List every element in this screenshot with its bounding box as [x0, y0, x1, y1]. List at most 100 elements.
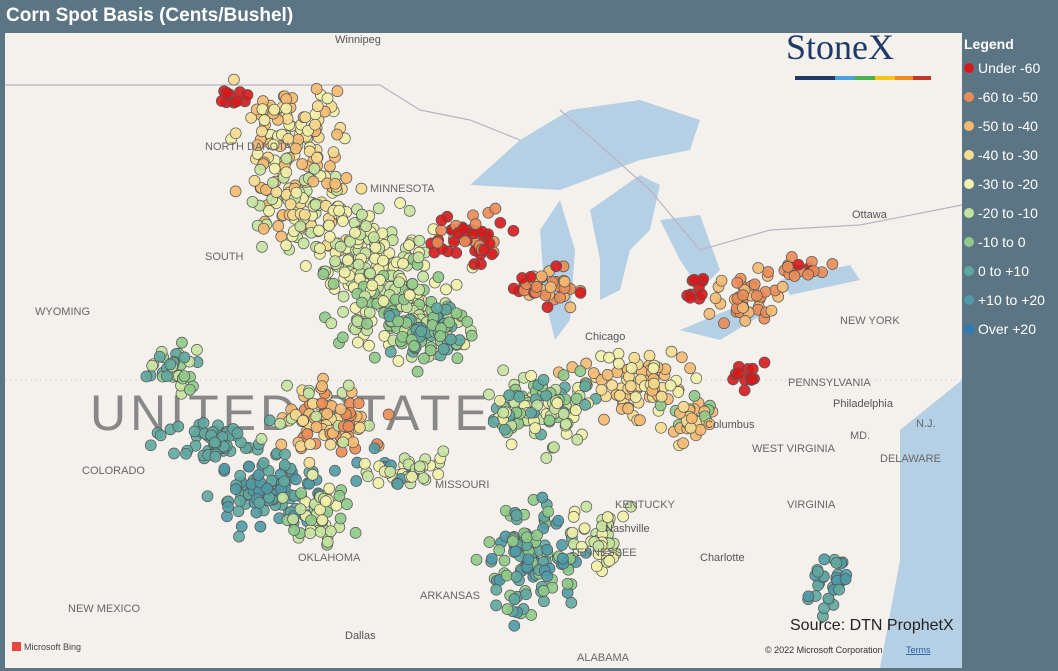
- map-dot: [525, 370, 537, 382]
- map-dot: [232, 505, 245, 518]
- map-dot: [498, 554, 511, 567]
- map-dot: [304, 527, 317, 540]
- map-dot: [234, 469, 247, 482]
- map-dot: [690, 372, 703, 385]
- map-dot: [634, 414, 646, 426]
- map-dot: [718, 317, 730, 330]
- map-dot: [451, 352, 464, 365]
- map-dot: [294, 503, 307, 515]
- map-dot: [307, 175, 320, 188]
- map-dot: [230, 95, 243, 108]
- terms-link[interactable]: Terms: [906, 645, 931, 655]
- map-dot: [564, 301, 577, 314]
- place-label: PENNSYLVANIA: [788, 377, 871, 389]
- map-dot: [497, 406, 510, 419]
- map-dot: [366, 279, 379, 292]
- place-label: Dallas: [345, 630, 376, 642]
- map-dot: [334, 512, 347, 525]
- map-dot: [234, 495, 246, 507]
- map-dot: [571, 433, 584, 446]
- map-dot: [822, 592, 835, 605]
- map-dot: [303, 456, 316, 469]
- map-dot: [478, 244, 490, 256]
- map-dot: [580, 500, 593, 513]
- map-dot: [144, 439, 157, 452]
- map-dot: [537, 374, 550, 386]
- map-dot: [349, 226, 361, 239]
- map-dot: [367, 231, 380, 244]
- map-dot: [254, 163, 267, 176]
- map-dot: [296, 158, 308, 170]
- map-dot: [280, 239, 293, 252]
- map-dot: [298, 208, 311, 221]
- legend-label: -40 to -30: [978, 147, 1038, 163]
- map-dot: [188, 425, 201, 438]
- map-dot: [301, 428, 314, 440]
- legend-swatch: [964, 237, 974, 247]
- map-dot: [282, 133, 295, 145]
- map-dot: [738, 384, 751, 397]
- map-dot: [437, 343, 450, 355]
- place-label: TENNESSEE: [570, 547, 637, 559]
- map-dot: [406, 470, 418, 483]
- map-dot: [323, 219, 335, 232]
- map-dot: [403, 239, 415, 251]
- map-dot: [560, 418, 572, 430]
- map-dot: [341, 254, 354, 267]
- map-dot: [552, 514, 565, 527]
- map-dot: [647, 362, 660, 375]
- legend-label: +10 to +20: [978, 292, 1045, 308]
- map-dot: [337, 290, 350, 303]
- map-dot: [684, 422, 697, 434]
- map-dot: [508, 593, 521, 605]
- map-dot: [295, 487, 308, 500]
- map-dot: [833, 583, 845, 596]
- map-dot: [529, 422, 541, 435]
- legend-swatch: [964, 208, 974, 218]
- map-dot: [250, 506, 263, 519]
- map-dot: [191, 344, 203, 356]
- map-dot: [739, 315, 752, 327]
- map-dot: [516, 272, 529, 284]
- map-dot: [408, 340, 420, 352]
- map-dot: [596, 520, 608, 533]
- map-dot: [752, 262, 765, 274]
- map-dot: [324, 438, 337, 451]
- map-dot: [392, 315, 405, 328]
- place-label: OKLAHOMA: [298, 552, 361, 564]
- map-dot: [672, 386, 685, 398]
- map-dot: [788, 270, 801, 282]
- map-dot: [261, 482, 273, 495]
- map-dot: [677, 401, 690, 413]
- map-dot: [792, 258, 805, 271]
- map-dot: [341, 498, 353, 510]
- source: Source: DTN ProphetX: [790, 617, 954, 634]
- map-dot: [664, 379, 677, 392]
- map-dot: [382, 408, 395, 421]
- map-dot: [272, 220, 285, 232]
- map-dot: [363, 339, 375, 352]
- place-label: Winnipeg: [335, 34, 381, 46]
- map-dot: [279, 448, 291, 461]
- map-dot: [566, 526, 579, 539]
- map-dot: [406, 278, 419, 290]
- map-dot: [183, 383, 196, 396]
- map-dots: [140, 73, 853, 632]
- map-dot: [655, 421, 667, 434]
- map-dot: [229, 185, 242, 198]
- map-dot: [493, 544, 506, 556]
- map-dot: [252, 469, 265, 481]
- place-label: MD.: [850, 430, 870, 442]
- map-dot: [310, 83, 323, 95]
- map-dot: [363, 306, 376, 319]
- map-dot: [316, 380, 328, 392]
- map-dot: [695, 288, 708, 301]
- map-dot: [469, 218, 482, 230]
- map-dot: [614, 389, 626, 402]
- map-dot: [324, 525, 337, 538]
- map-dot: [628, 352, 641, 364]
- map-dot: [263, 205, 275, 217]
- map-dot: [655, 390, 668, 403]
- map-dot: [323, 230, 336, 243]
